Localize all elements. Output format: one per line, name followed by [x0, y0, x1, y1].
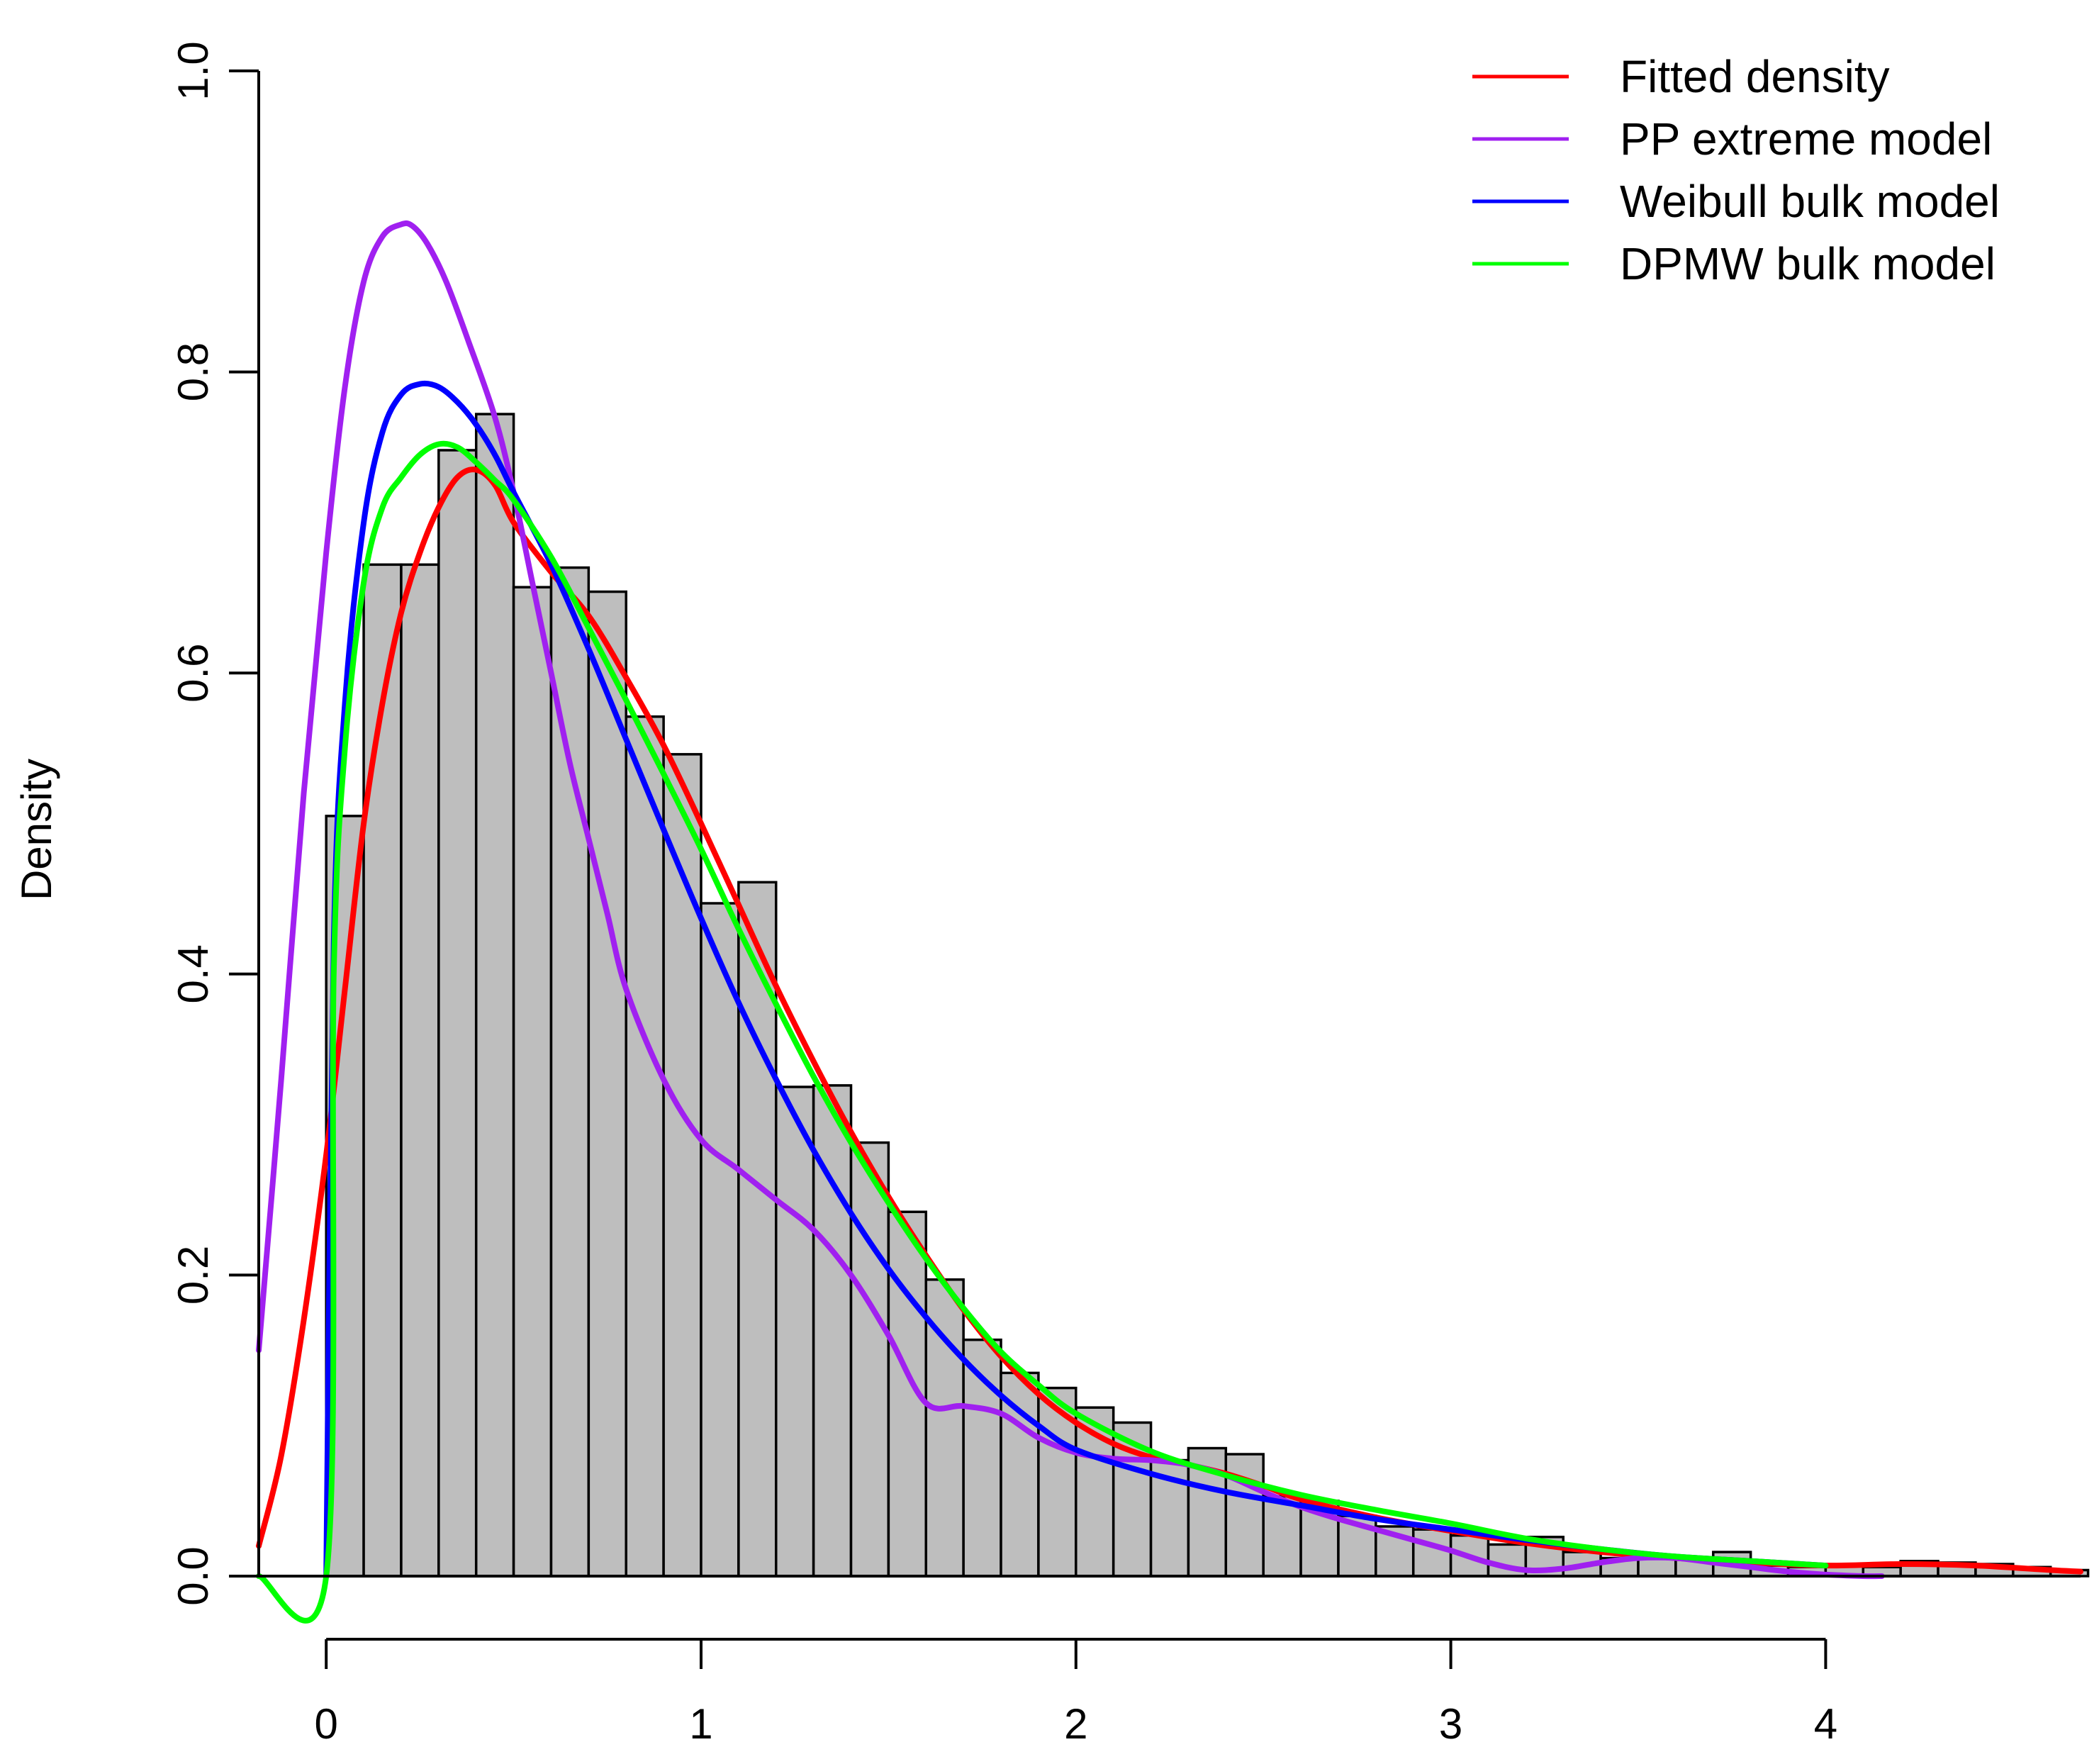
histogram-bar	[700, 902, 740, 1578]
legend-label: Fitted density	[1620, 51, 1890, 102]
histogram-bar	[400, 563, 440, 1578]
y-tick-label: 0.2	[169, 1246, 217, 1305]
y-axis-label: Density	[13, 759, 60, 900]
weibull-bulk-model-line	[323, 380, 1829, 1579]
y-tick-label: 0.8	[169, 342, 217, 401]
histogram-bar	[812, 1084, 853, 1578]
histogram-bar	[737, 881, 778, 1578]
y-tick-label: 0.6	[169, 643, 217, 702]
histogram-bar	[512, 586, 553, 1578]
x-tick-label: 3	[1439, 1700, 1462, 1748]
histogram-bar	[587, 590, 627, 1578]
legend-label: DPMW bulk model	[1620, 238, 1996, 289]
histogram-bar	[887, 1210, 928, 1578]
y-tick-label: 0.0	[169, 1546, 217, 1605]
legend-label: Weibull bulk model	[1620, 176, 2000, 227]
histogram-bars	[325, 413, 2090, 1578]
histogram-bar	[362, 563, 403, 1578]
x-tick-label: 2	[1064, 1700, 1087, 1748]
axes: 0.0 0.2 0.4 0.6 0.8 1.0 0 1 2 3 4	[169, 41, 2081, 1748]
x-tick-label: 0	[314, 1700, 337, 1748]
y-tick-label: 1.0	[169, 41, 217, 100]
histogram-bar	[625, 715, 665, 1578]
pp-extreme-model-line	[256, 220, 1885, 1580]
histogram-bar	[1000, 1371, 1040, 1578]
histogram-bar	[849, 1141, 890, 1578]
y-tick-label: 0.4	[169, 944, 217, 1003]
histogram-bar	[662, 753, 703, 1578]
dpmw-bulk-model-line	[256, 440, 1829, 1624]
x-tick-label: 4	[1814, 1700, 1837, 1748]
legend-label: PP extreme model	[1620, 113, 1992, 164]
fitted-density-line	[256, 467, 2083, 1575]
density-curves	[256, 220, 2083, 1624]
histogram-bar	[775, 1085, 815, 1578]
histogram-bar	[1262, 1495, 1302, 1578]
histogram-bar	[549, 566, 590, 1578]
histogram-bar	[1411, 1528, 1452, 1578]
legend: Fitted density PP extreme model Weibull bu…	[1472, 51, 2000, 289]
histogram-bar	[474, 413, 515, 1578]
x-tick-label: 1	[689, 1700, 712, 1748]
histogram-bar	[437, 449, 478, 1578]
